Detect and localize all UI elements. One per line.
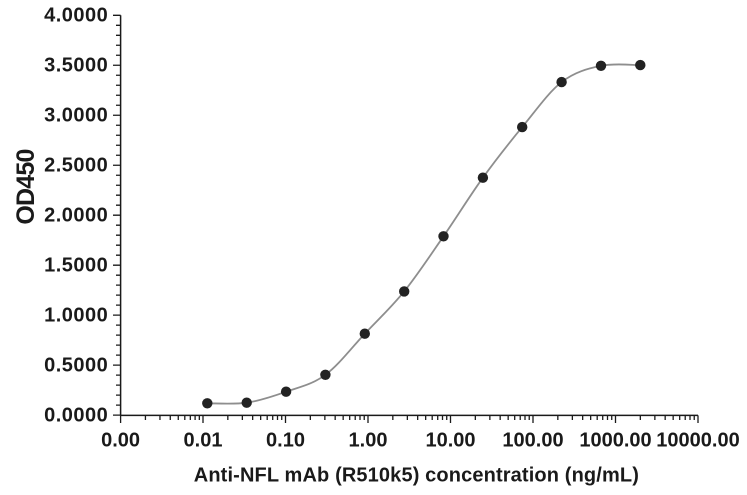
svg-text:1000.00: 1000.00: [579, 429, 651, 451]
svg-text:1.00: 1.00: [349, 429, 388, 451]
svg-text:2.5000: 2.5000: [44, 155, 108, 177]
svg-text:100.00: 100.00: [502, 429, 563, 451]
svg-text:0.10: 0.10: [266, 429, 305, 451]
svg-text:1.5000: 1.5000: [44, 255, 108, 277]
svg-text:3.0000: 3.0000: [44, 105, 108, 127]
svg-text:3.5000: 3.5000: [44, 55, 108, 77]
svg-text:0.0000: 0.0000: [44, 405, 108, 427]
svg-text:4.0000: 4.0000: [44, 5, 108, 27]
svg-text:Anti-NFL mAb (R510k5) concentr: Anti-NFL mAb (R510k5) concentration (ng/…: [194, 464, 639, 486]
svg-text:1.0000: 1.0000: [44, 305, 108, 327]
svg-text:0.00: 0.00: [101, 429, 140, 451]
svg-text:OD450: OD450: [12, 149, 40, 224]
svg-text:10000.00: 10000.00: [656, 429, 739, 451]
svg-text:2.0000: 2.0000: [44, 205, 108, 227]
svg-text:0.01: 0.01: [184, 429, 223, 451]
svg-text:0.5000: 0.5000: [44, 355, 108, 377]
svg-text:10.00: 10.00: [425, 429, 475, 451]
